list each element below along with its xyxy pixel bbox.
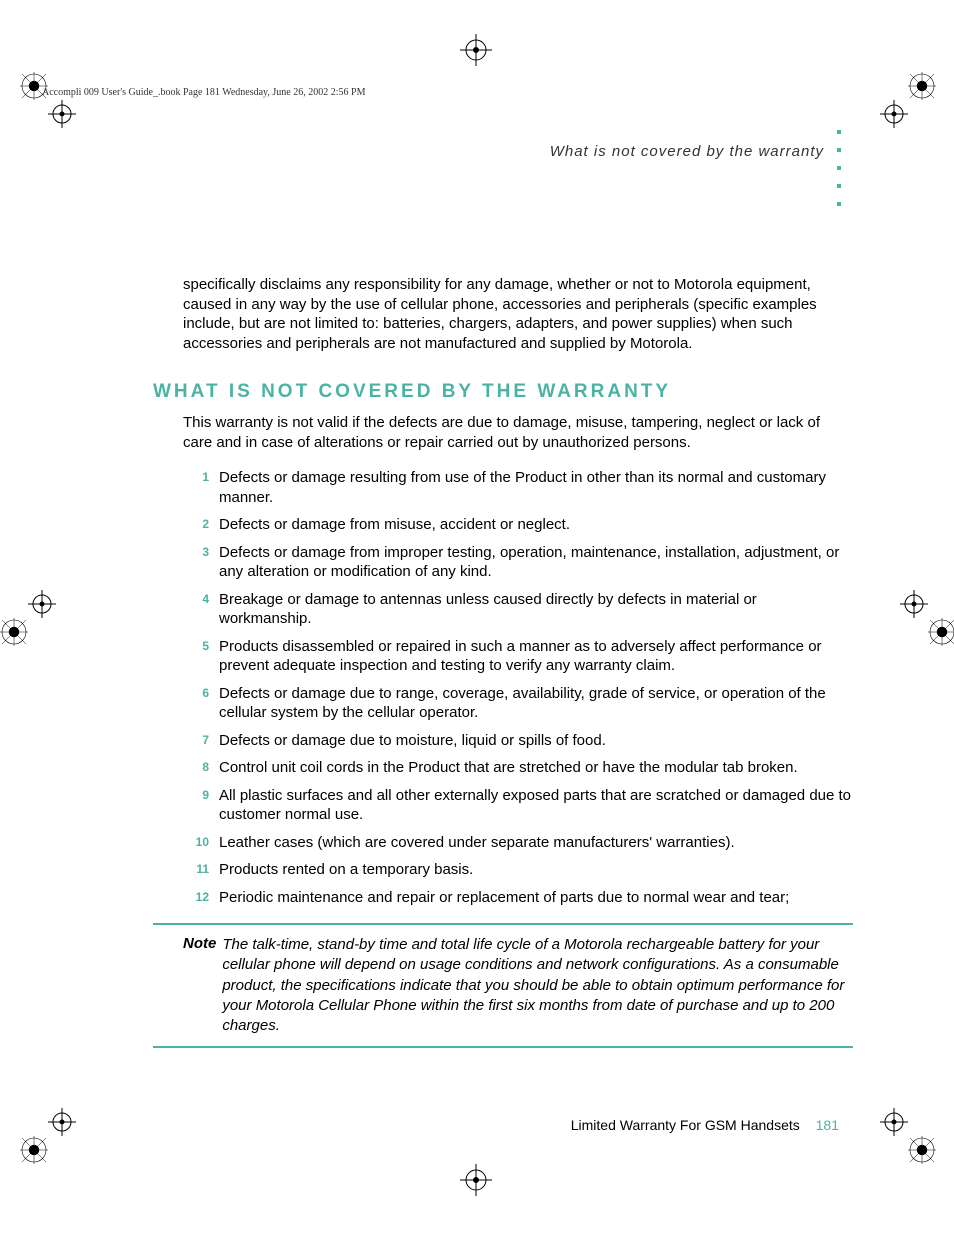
side-dots xyxy=(837,130,841,206)
crop-mark-bl xyxy=(20,1108,76,1164)
list-item: 7Defects or damage due to moisture, liqu… xyxy=(183,731,853,751)
list-item: 10Leather cases (which are covered under… xyxy=(183,833,853,853)
note-body: The talk-time, stand-by time and total l… xyxy=(222,935,853,1036)
list-item: 4Breakage or damage to antennas unless c… xyxy=(183,590,853,629)
list-item: 6Defects or damage due to range, coverag… xyxy=(183,684,853,723)
list-number: 11 xyxy=(183,860,219,878)
list-item: 1Defects or damage resulting from use of… xyxy=(183,468,853,507)
running-head: What is not covered by the warranty xyxy=(550,143,824,160)
page-footer: Limited Warranty For GSM Handsets 181 xyxy=(571,1117,839,1133)
crop-mark-tc xyxy=(448,30,504,70)
list-text: Control unit coil cords in the Product t… xyxy=(219,758,853,778)
list-number: 12 xyxy=(183,888,219,906)
list-item: 3Defects or damage from improper testing… xyxy=(183,543,853,582)
list-text: Leather cases (which are covered under s… xyxy=(219,833,853,853)
crop-mark-tl xyxy=(20,72,76,128)
list-text: Periodic maintenance and repair or repla… xyxy=(219,888,853,908)
list-number: 10 xyxy=(183,833,219,851)
list-number: 2 xyxy=(183,515,219,533)
note-label: Note xyxy=(183,935,222,952)
crop-mark-br xyxy=(880,1108,936,1164)
list-text: All plastic surfaces and all other exter… xyxy=(219,786,853,825)
list-item: 8Control unit coil cords in the Product … xyxy=(183,758,853,778)
intro-paragraph: specifically disclaims any responsibilit… xyxy=(183,275,853,353)
numbered-list: 1Defects or damage resulting from use of… xyxy=(183,468,853,907)
list-number: 8 xyxy=(183,758,219,776)
crop-mark-tr xyxy=(880,72,936,128)
list-text: Breakage or damage to antennas unless ca… xyxy=(219,590,853,629)
footer-page-number: 181 xyxy=(816,1117,839,1133)
list-number: 9 xyxy=(183,786,219,804)
list-item: 2Defects or damage from misuse, accident… xyxy=(183,515,853,535)
crop-mark-rm xyxy=(900,590,954,646)
page: Accompli 009 User's Guide_.book Page 181… xyxy=(0,0,954,1235)
list-number: 1 xyxy=(183,468,219,486)
list-text: Products disassembled or repaired in suc… xyxy=(219,637,853,676)
crop-mark-bc xyxy=(448,1160,504,1200)
page-content: specifically disclaims any responsibilit… xyxy=(153,275,853,1048)
list-item: 11Products rented on a temporary basis. xyxy=(183,860,853,880)
section-intro: This warranty is not valid if the defect… xyxy=(183,413,853,452)
list-number: 6 xyxy=(183,684,219,702)
list-text: Products rented on a temporary basis. xyxy=(219,860,853,880)
list-item: 9All plastic surfaces and all other exte… xyxy=(183,786,853,825)
list-item: 5Products disassembled or repaired in su… xyxy=(183,637,853,676)
doc-header-line: Accompli 009 User's Guide_.book Page 181… xyxy=(42,87,365,98)
list-text: Defects or damage from misuse, accident … xyxy=(219,515,853,535)
crop-mark-lm xyxy=(0,590,56,646)
footer-text: Limited Warranty For GSM Handsets xyxy=(571,1117,800,1133)
list-text: Defects or damage from improper testing,… xyxy=(219,543,853,582)
list-number: 7 xyxy=(183,731,219,749)
list-number: 5 xyxy=(183,637,219,655)
list-number: 4 xyxy=(183,590,219,608)
list-text: Defects or damage resulting from use of … xyxy=(219,468,853,507)
list-number: 3 xyxy=(183,543,219,561)
list-text: Defects or damage due to range, coverage… xyxy=(219,684,853,723)
note-box: Note The talk-time, stand-by time and to… xyxy=(153,923,853,1048)
list-item: 12Periodic maintenance and repair or rep… xyxy=(183,888,853,908)
list-text: Defects or damage due to moisture, liqui… xyxy=(219,731,853,751)
section-heading: WHAT IS NOT COVERED BY THE WARRANTY xyxy=(153,381,853,403)
